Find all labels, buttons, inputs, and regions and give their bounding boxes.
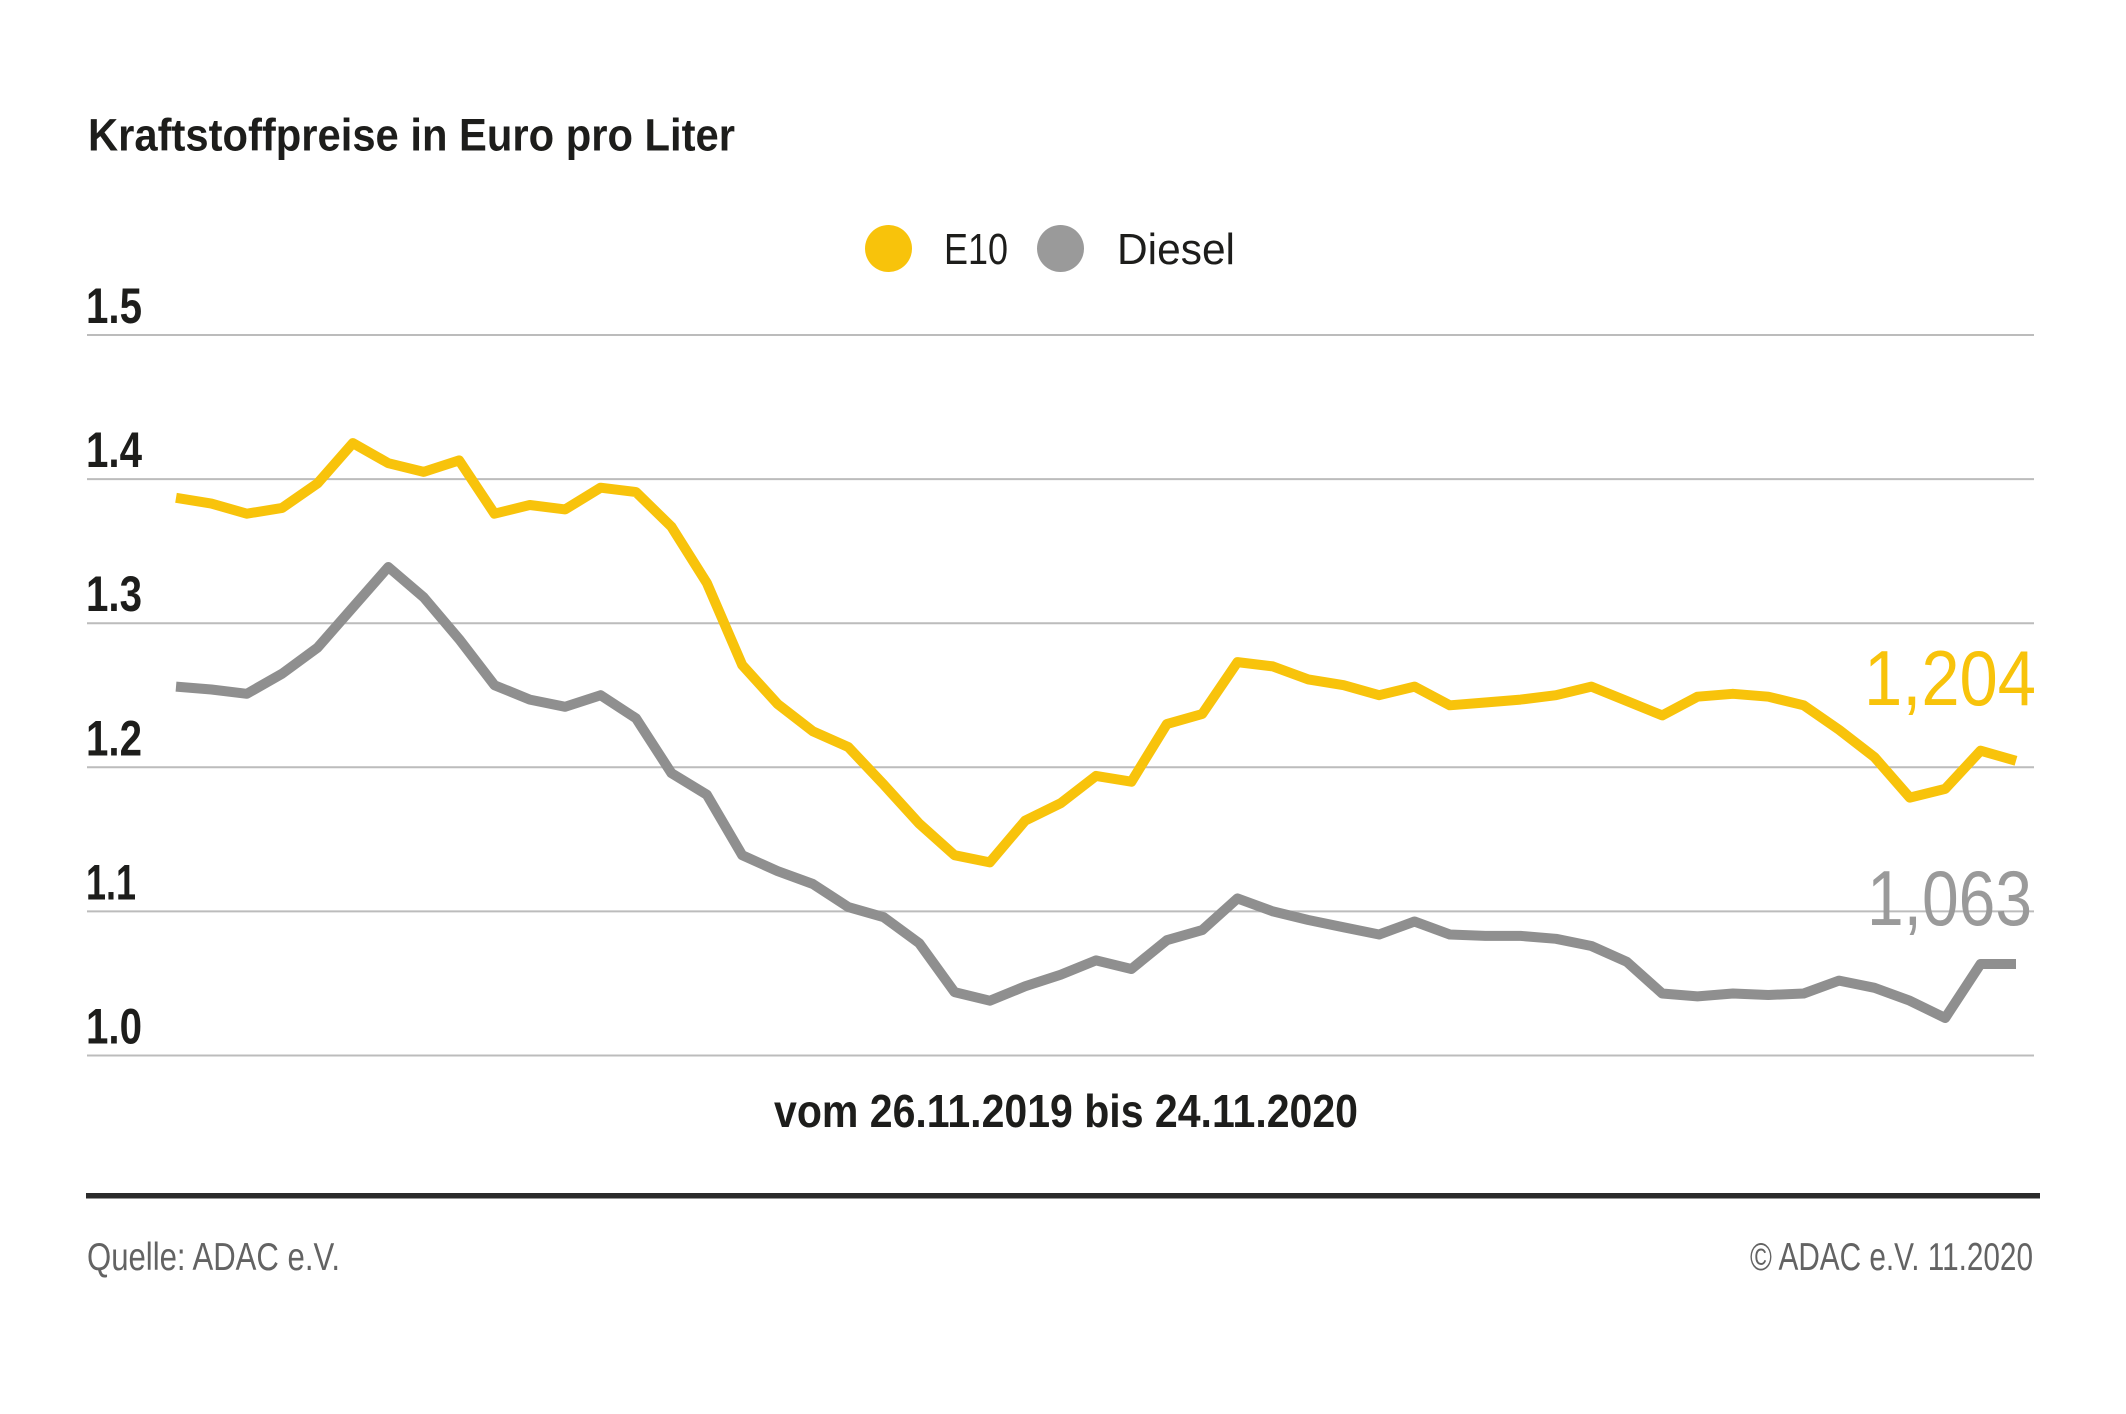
svg-text:1.4: 1.4 [86, 422, 142, 478]
svg-text:vom 26.11.2019 bis 24.11.2020: vom 26.11.2019 bis 24.11.2020 [774, 1085, 1358, 1137]
svg-text:Diesel: Diesel [1117, 225, 1235, 274]
svg-text:Quelle: ADAC e.V.: Quelle: ADAC e.V. [87, 1236, 340, 1279]
svg-text:1.2: 1.2 [86, 710, 142, 766]
svg-text:1,204: 1,204 [1864, 634, 2036, 722]
svg-text:1.0: 1.0 [86, 999, 142, 1055]
svg-text:E10: E10 [944, 225, 1008, 274]
svg-text:1.5: 1.5 [86, 278, 142, 334]
svg-text:1.3: 1.3 [86, 566, 142, 622]
svg-text:1,063: 1,063 [1867, 854, 2032, 942]
svg-text:© ADAC e.V. 11.2020: © ADAC e.V. 11.2020 [1750, 1236, 2033, 1279]
svg-text:1.1: 1.1 [86, 854, 136, 910]
svg-text:Kraftstoffpreise in Euro pro L: Kraftstoffpreise in Euro pro Liter [88, 110, 735, 161]
